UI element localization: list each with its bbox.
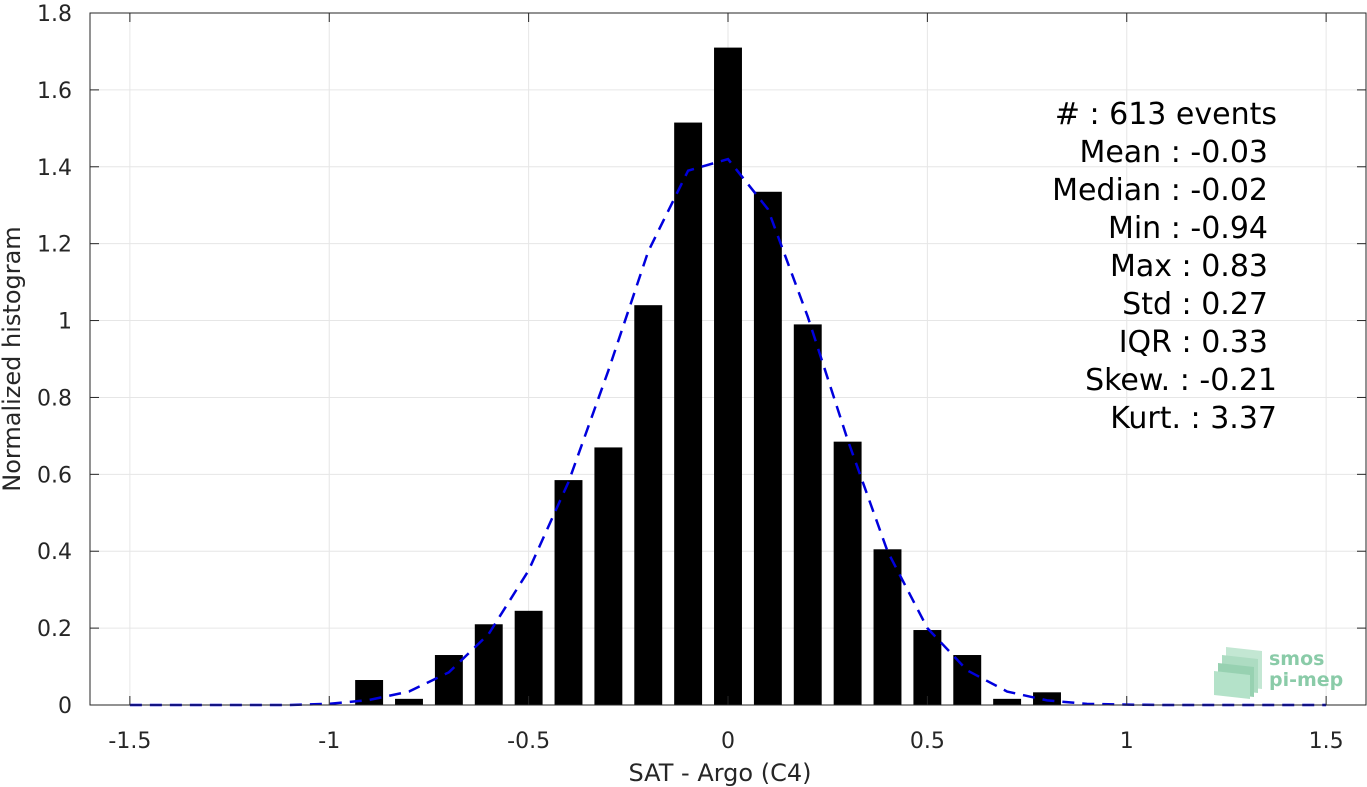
histogram-bar xyxy=(434,655,463,705)
histogram-bar xyxy=(833,441,862,705)
y-tick-label: 0.6 xyxy=(37,463,72,488)
y-tick-label: 1.4 xyxy=(37,156,72,181)
stat-median: Median : -0.02 xyxy=(1052,173,1268,208)
y-tick-label: 1.6 xyxy=(37,79,72,104)
histogram-bar xyxy=(953,655,982,705)
histogram-bar xyxy=(1033,692,1061,705)
x-tick-label: -1.5 xyxy=(108,729,151,754)
x-axis-title: SAT - Argo (C4) xyxy=(629,759,812,787)
logo-emblem-icon xyxy=(1214,647,1262,699)
y-tick-label: 0.4 xyxy=(37,540,72,565)
histogram-bar xyxy=(594,447,623,705)
histogram-bar xyxy=(554,480,583,705)
stat-iqr: IQR : 0.33 xyxy=(1119,325,1268,360)
stat-mean: Mean : -0.03 xyxy=(1079,135,1268,170)
y-axis-title: Normalized histogram xyxy=(0,226,26,491)
y-tick-label: 1.2 xyxy=(37,233,72,258)
x-tick-label: -1 xyxy=(318,729,340,754)
x-tick-label: 0 xyxy=(721,729,735,754)
stat-std: Std : 0.27 xyxy=(1122,287,1268,322)
x-tick-labels: -1.5 -1 -0.5 0 0.5 1 1.5 xyxy=(108,729,1343,754)
histogram-bar xyxy=(474,624,503,705)
smos-pimep-logo: smos pi-mep xyxy=(1214,647,1343,699)
histogram-bar xyxy=(793,324,822,705)
histogram-bar xyxy=(634,305,663,705)
logo-line1: smos xyxy=(1269,648,1324,670)
histogram-bar xyxy=(873,549,902,705)
axis-ticks xyxy=(90,12,1366,706)
histogram-bar xyxy=(674,122,703,706)
statistics-box: # : 613 events Mean : -0.03 Median : -0.… xyxy=(1052,97,1277,436)
stat-events: # : 613 events xyxy=(1055,97,1277,132)
x-tick-label: 1 xyxy=(1120,729,1134,754)
stat-max: Max : 0.83 xyxy=(1110,249,1268,284)
x-tick-label: 1.5 xyxy=(1309,729,1344,754)
y-tick-label: 0 xyxy=(58,694,72,719)
histogram-bar xyxy=(714,47,742,706)
histogram-bar xyxy=(993,698,1022,705)
y-tick-label: 0.2 xyxy=(37,617,72,642)
histogram-bar xyxy=(913,630,942,705)
y-tick-label: 1.8 xyxy=(37,2,72,27)
stat-min: Min : -0.94 xyxy=(1108,211,1268,246)
y-tick-labels: 0 0.2 0.4 0.6 0.8 1 1.2 1.4 1.6 1.8 xyxy=(37,2,72,719)
histogram-bar xyxy=(395,698,423,705)
y-tick-label: 0.8 xyxy=(37,386,72,411)
histogram-bar xyxy=(753,191,782,705)
stat-kurt: Kurt. : 3.37 xyxy=(1110,401,1277,436)
logo-line2: pi-mep xyxy=(1269,669,1343,691)
x-tick-label: 0.5 xyxy=(910,729,945,754)
histogram-bars xyxy=(355,47,1061,706)
histogram-bar xyxy=(514,610,543,705)
x-tick-label: -0.5 xyxy=(507,729,550,754)
y-tick-label: 1 xyxy=(58,310,72,335)
stat-skew: Skew. : -0.21 xyxy=(1085,363,1277,398)
